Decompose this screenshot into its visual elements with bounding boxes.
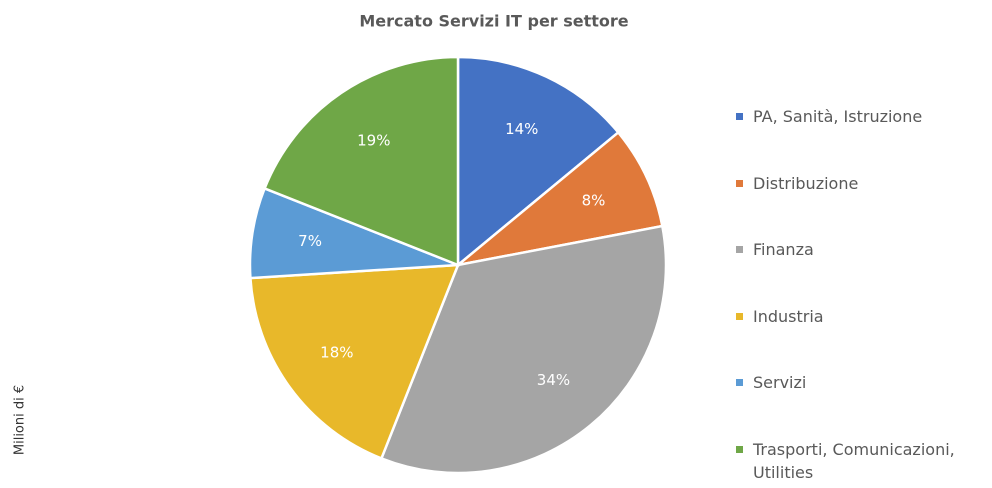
- slice-label: 14%: [505, 120, 538, 138]
- legend-swatch: [736, 379, 743, 386]
- legend-swatch: [736, 445, 743, 453]
- legend-label: Servizi: [753, 373, 807, 392]
- legend-swatch: [736, 312, 743, 320]
- legend-item: Finanza: [736, 238, 986, 261]
- legend-label: Distribuzione: [753, 173, 859, 193]
- legend-item: Industria: [736, 305, 986, 328]
- slice-label: 7%: [298, 232, 322, 250]
- legend-label: PA, Sanità, Istruzione: [753, 107, 923, 126]
- slice-label: 18%: [320, 344, 353, 362]
- pie-slice: [249, 263, 460, 461]
- slice-label: 8%: [582, 192, 606, 210]
- chart-title: Mercato Servizi IT per settore: [359, 12, 628, 31]
- legend-item: Servizi: [736, 371, 986, 394]
- slice-label: 19%: [357, 132, 390, 150]
- pie-slice: [379, 224, 668, 475]
- y-axis-label: Milioni di €: [13, 385, 28, 455]
- legend-label: Finanza: [753, 240, 814, 259]
- legend-swatch: [736, 113, 743, 120]
- slice-label: 34%: [537, 371, 570, 389]
- pie-slice: [456, 55, 621, 268]
- legend-item: Trasporti, Comunicazioni, Utilities: [736, 438, 986, 484]
- legend-swatch: [736, 179, 743, 187]
- legend-label: Trasporti, Comunicazioni, Utilities: [753, 439, 955, 482]
- legend-item: PA, Sanità, Istruzione: [736, 105, 986, 128]
- pie-slice: [457, 130, 664, 267]
- legend-swatch: [736, 246, 743, 253]
- legend-label: Industria: [753, 306, 824, 326]
- pie-slice: [262, 55, 460, 267]
- legend-item: Distribuzione: [736, 172, 986, 195]
